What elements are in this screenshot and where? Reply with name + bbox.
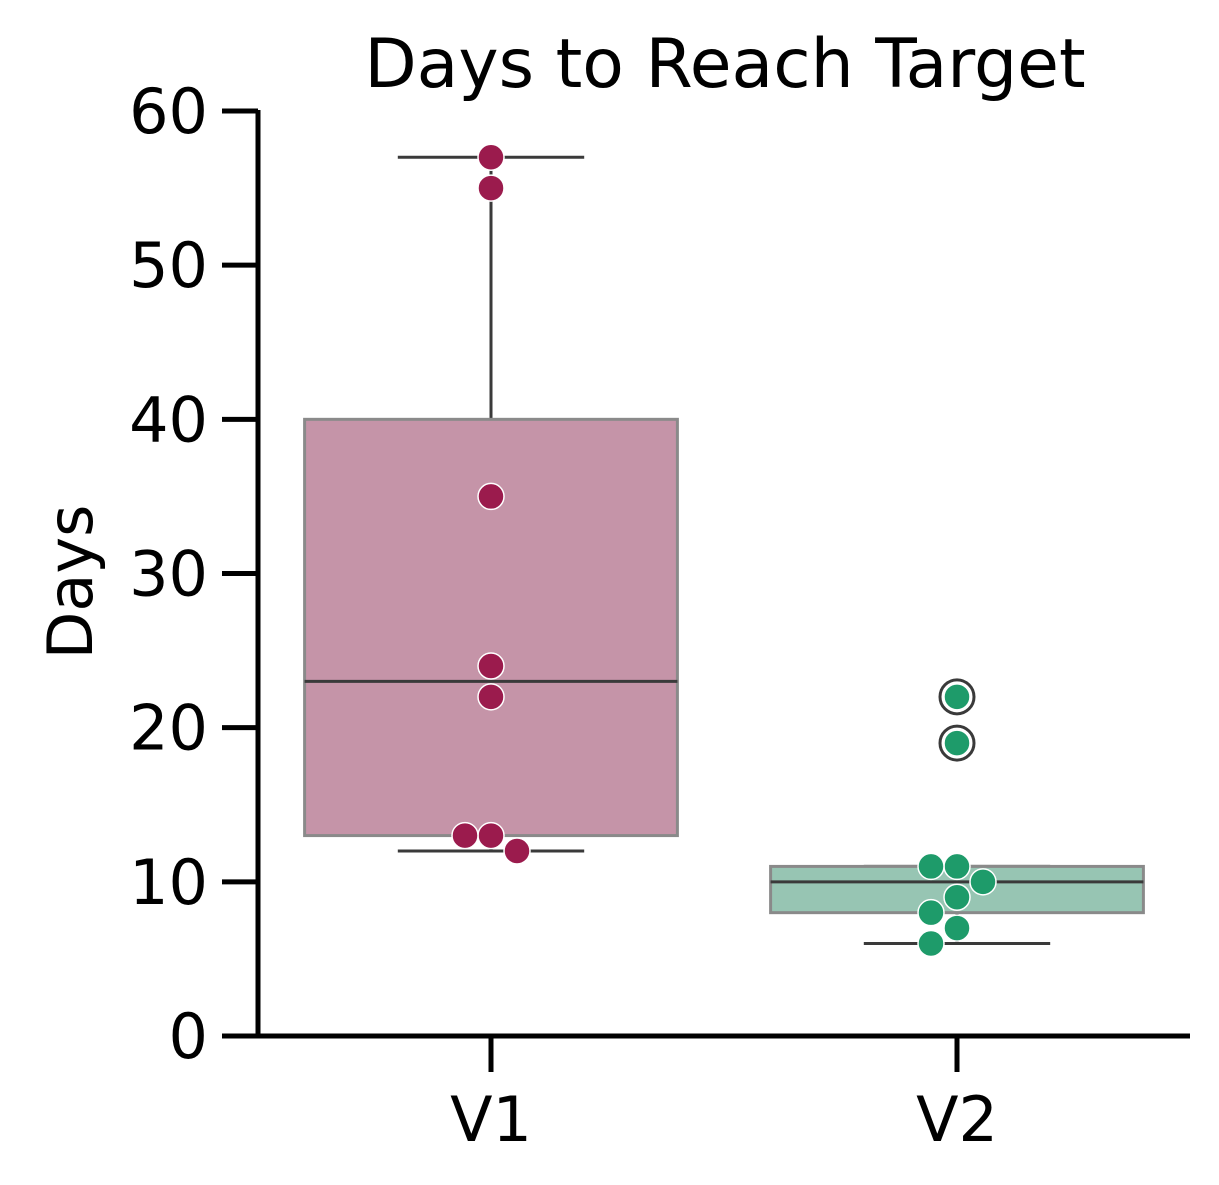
y-tick-label: 40	[129, 383, 208, 456]
data-point	[943, 729, 971, 757]
y-tick-label: 0	[169, 1000, 208, 1073]
data-point	[917, 898, 945, 927]
y-tick-label: 10	[129, 846, 208, 919]
y-tick-label: 20	[129, 692, 208, 765]
data-point	[477, 821, 505, 850]
data-point	[477, 482, 505, 511]
data-point	[477, 174, 505, 202]
y-tick-label: 30	[129, 538, 208, 611]
plot-area	[303, 143, 1145, 958]
data-point	[477, 652, 505, 680]
data-point	[451, 821, 479, 850]
axes: 0 10 20 30 40 50 60 V1 V2	[129, 75, 1190, 1156]
data-point	[917, 929, 945, 958]
data-point	[943, 883, 971, 911]
y-tick-label: 60	[129, 75, 208, 148]
data-point	[969, 868, 997, 896]
data-point	[943, 852, 971, 881]
data-point	[477, 143, 505, 171]
outlier-marker	[938, 678, 976, 716]
outlier-marker	[938, 724, 976, 762]
data-point	[943, 683, 971, 711]
x-tick-label: V1	[450, 1083, 532, 1156]
box-group-v2	[769, 678, 1145, 958]
x-tick-label: V2	[916, 1083, 998, 1156]
data-point	[917, 852, 945, 881]
box-group-v1	[303, 143, 679, 865]
data-point	[943, 914, 971, 942]
y-tick-label: 50	[129, 229, 208, 302]
y-axis-label: Days	[34, 505, 107, 660]
box-iqr	[303, 417, 679, 838]
chart-title: Days to Reach Target	[364, 25, 1085, 104]
data-point	[477, 683, 505, 711]
data-point	[503, 837, 531, 865]
